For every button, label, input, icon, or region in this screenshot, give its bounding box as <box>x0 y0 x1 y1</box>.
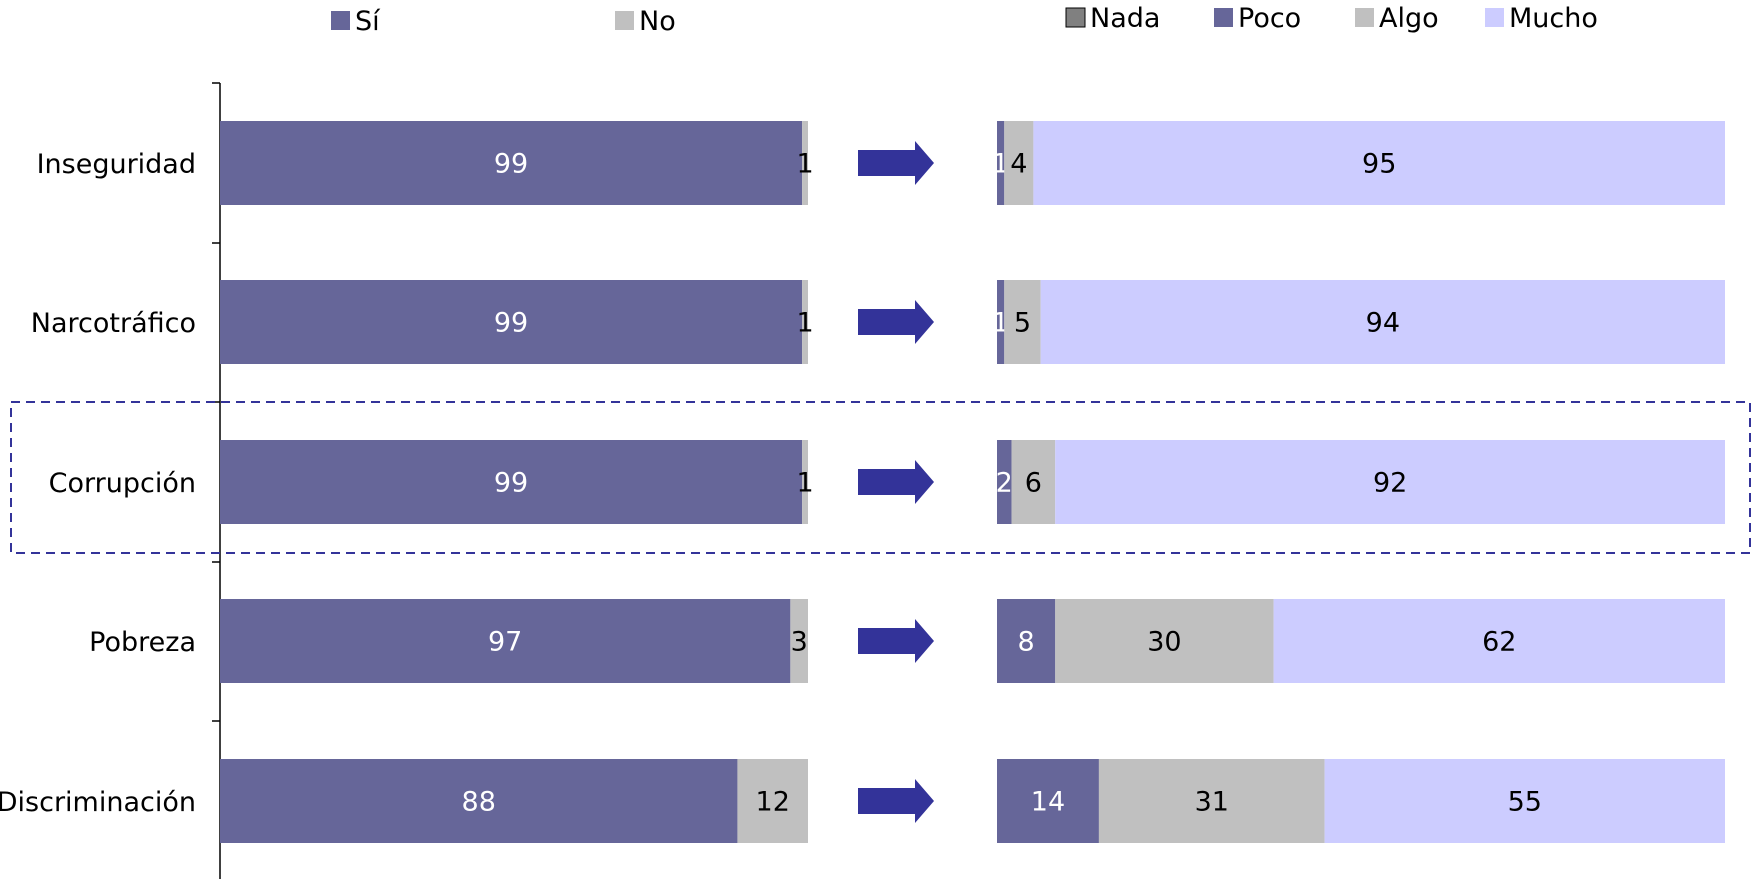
right-data-label: 6 <box>1025 468 1042 499</box>
left-data-label: 3 <box>791 627 808 658</box>
right-bar-poco-narcotrafico <box>997 280 1005 364</box>
legend-right-swatch-algo <box>1355 8 1374 27</box>
right-data-label: 62 <box>1482 627 1516 658</box>
legend-right-label-nada: Nada <box>1090 3 1160 34</box>
right-data-label: 94 <box>1366 308 1400 339</box>
category-label-inseguridad: Inseguridad <box>37 149 196 180</box>
left-data-label: 99 <box>494 308 528 339</box>
right-bar-poco-corrupcion <box>997 440 1012 524</box>
left-chart-bars: 99 199 199 197 388 12 <box>220 121 814 843</box>
right-data-label: 31 <box>1195 787 1229 818</box>
right-bar-poco-inseguridad <box>997 121 1005 205</box>
left-data-label: 1 <box>796 468 813 499</box>
left-data-label: 1 <box>796 308 813 339</box>
right-data-label: 55 <box>1508 787 1542 818</box>
legend-right-swatch-poco <box>1214 8 1233 27</box>
right-bar-mucho-narcotrafico <box>1040 280 1725 364</box>
right-data-label: 30 <box>1147 627 1181 658</box>
legend-right: Nada Poco Algo Mucho <box>1065 3 1598 34</box>
left-bar-no-narcotrafico <box>802 280 808 364</box>
category-label-pobreza: Pobreza <box>89 627 196 658</box>
right-bar-algo-pobreza <box>1055 599 1274 683</box>
left-data-label: 12 <box>756 787 790 818</box>
category-label-corrupcion: Corrupción <box>49 468 196 499</box>
left-bar-no-inseguridad <box>802 121 808 205</box>
legend-left-swatch-si <box>331 11 350 30</box>
right-data-label: 14 <box>1031 787 1065 818</box>
left-data-label: 99 <box>494 468 528 499</box>
right-bar-poco-pobreza <box>997 599 1056 683</box>
legend-right-swatch-mucho <box>1485 8 1504 27</box>
left-data-label: 88 <box>462 787 496 818</box>
arrow-icon <box>858 141 934 185</box>
right-data-label: 2 <box>996 468 1013 499</box>
right-data-label: 4 <box>1010 149 1027 180</box>
left-bar-no-discriminacion <box>737 759 808 843</box>
right-bar-poco-discriminacion <box>997 759 1099 843</box>
right-bar-algo-corrupcion <box>1011 440 1056 524</box>
right-bar-algo-narcotrafico <box>1004 280 1041 364</box>
left-data-label: 1 <box>796 149 813 180</box>
arrow-icon <box>858 460 934 504</box>
legend-right-label-algo: Algo <box>1379 3 1439 34</box>
right-bar-algo-inseguridad <box>1004 121 1034 205</box>
right-bar-algo-discriminacion <box>1098 759 1325 843</box>
right-bar-mucho-discriminacion <box>1324 759 1725 843</box>
right-data-label: 8 <box>1018 627 1035 658</box>
left-bar-si-corrupcion <box>220 440 803 524</box>
legend-right-label-mucho: Mucho <box>1509 3 1598 34</box>
right-data-label: 95 <box>1362 149 1396 180</box>
legend-left-label-no: No <box>639 6 676 37</box>
arrows <box>858 141 934 823</box>
right-data-label: 5 <box>1014 308 1031 339</box>
left-data-label: 99 <box>494 149 528 180</box>
arrow-icon <box>858 300 934 344</box>
category-axis: Inseguridad Narcotráfico Corrupción Pobreza… <box>0 82 221 879</box>
category-label-discriminacion: Discriminación <box>0 787 196 818</box>
left-bar-no-corrupcion <box>802 440 808 524</box>
left-data-label: 97 <box>488 627 522 658</box>
legend-right-label-poco: Poco <box>1238 3 1301 34</box>
right-bar-mucho-corrupcion <box>1055 440 1725 524</box>
legend-right-swatch-nada <box>1065 7 1086 28</box>
left-bar-si-narcotrafico <box>220 280 803 364</box>
left-bar-si-discriminacion <box>220 759 738 843</box>
right-bar-mucho-inseguridad <box>1033 121 1725 205</box>
left-bar-si-inseguridad <box>220 121 803 205</box>
legend-left-swatch-no <box>615 11 634 30</box>
legend-left-label-si: Sí <box>355 6 381 37</box>
legend-left: Sí No <box>331 6 676 37</box>
right-bar-mucho-pobreza <box>1273 599 1725 683</box>
left-bar-si-pobreza <box>220 599 791 683</box>
arrow-icon <box>858 779 934 823</box>
category-label-narcotrafico: Narcotráfico <box>31 308 196 339</box>
right-data-label: 92 <box>1373 468 1407 499</box>
arrow-icon <box>858 619 934 663</box>
left-bar-no-pobreza <box>790 599 808 683</box>
